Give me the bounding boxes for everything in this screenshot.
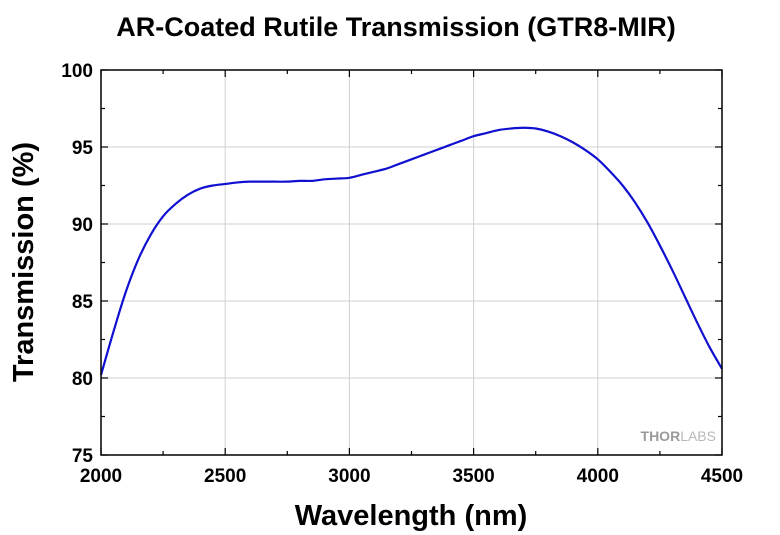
chart-title: AR-Coated Rutile Transmission (GTR8-MIR): [116, 12, 676, 42]
x-tick-label: 3500: [452, 466, 494, 487]
y-tick-labels: 75 80 85 90 95 100: [61, 61, 93, 467]
y-tick-label: 90: [72, 215, 93, 236]
x-axis-label: Wavelength (nm): [295, 500, 528, 532]
y-tick-label: 75: [72, 446, 94, 467]
x-tick-label: 3000: [328, 466, 370, 487]
transmission-curve: [99, 126, 723, 376]
axis-ticks: [100, 69, 723, 456]
grid-lines: [101, 70, 722, 455]
watermark-part2: LABS: [680, 428, 716, 444]
y-axis-label: Transmission (%): [8, 142, 40, 382]
y-tick-label: 100: [61, 61, 93, 82]
thorlabs-watermark: THORLABS: [641, 428, 716, 444]
x-tick-label: 4000: [577, 466, 619, 487]
x-tick-label: 2500: [204, 466, 246, 487]
x-tick-label: 4500: [701, 466, 743, 487]
series-group: [99, 126, 723, 376]
y-tick-label: 85: [72, 292, 94, 313]
x-tick-label: 2000: [80, 466, 122, 487]
y-tick-label: 80: [72, 369, 93, 390]
plot-frame: [100, 69, 723, 456]
x-tick-labels: 2000 2500 3000 3500 4000 4500: [80, 466, 743, 487]
watermark-part1: THOR: [641, 428, 681, 444]
y-tick-label: 95: [72, 138, 94, 159]
